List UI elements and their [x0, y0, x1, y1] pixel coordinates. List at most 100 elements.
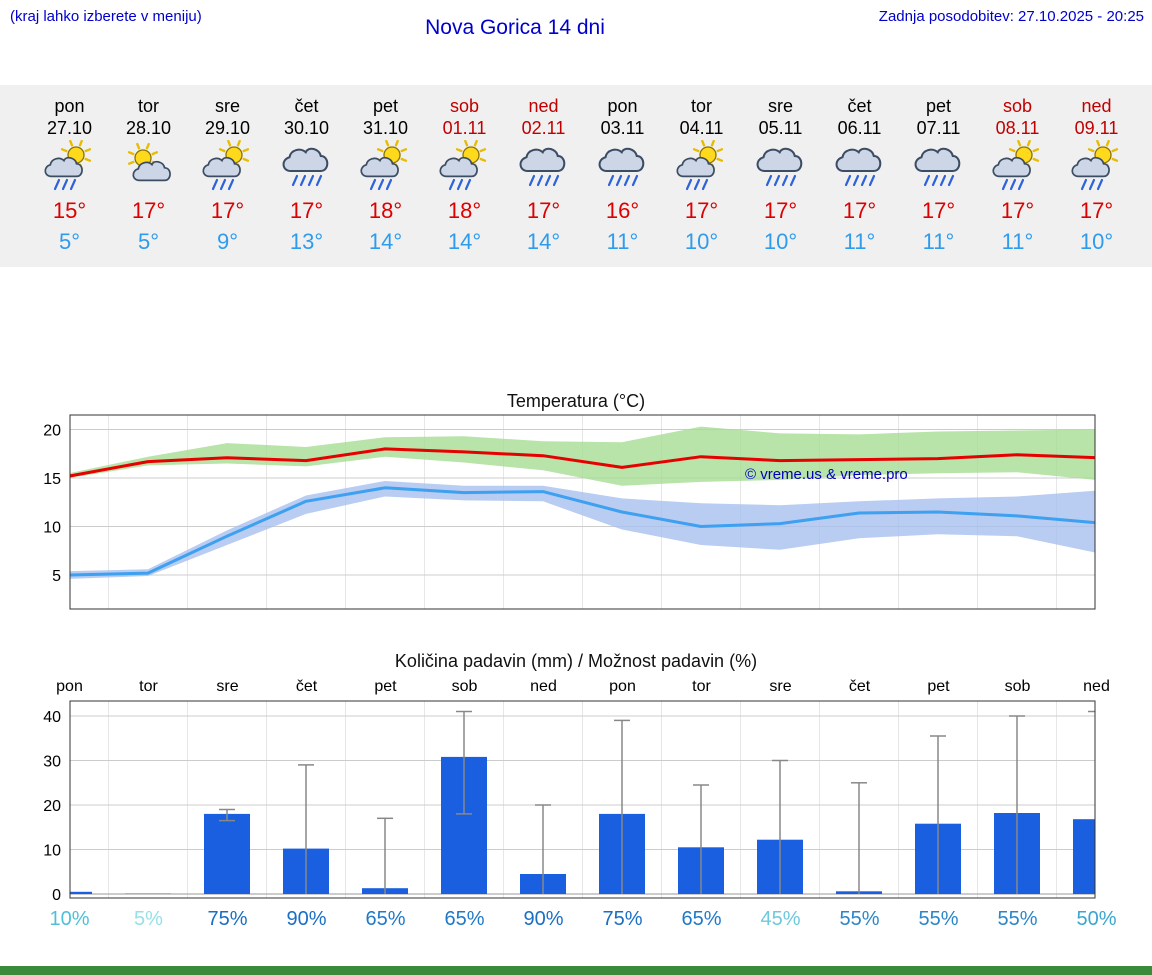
cloud-rain-icon [267, 139, 346, 195]
cloud-rain-icon [741, 139, 820, 195]
sun-cloud-rain-icon [346, 139, 425, 195]
forecast-day-column: pet 07.11 17° 11° [899, 95, 978, 255]
forecast-day-column: sre 29.10 17° 9° [188, 95, 267, 255]
temp-max: 17° [763, 198, 798, 223]
precip-probability: 50% [1076, 908, 1117, 930]
precipitation-day-labels: pon tor sre čet pet sob ned pon tor sre čet pet sob n… [30, 677, 1136, 697]
sun-cloud-rain-icon [425, 139, 504, 195]
svg-text:5: 5 [52, 568, 61, 585]
precip-probability: 55% [997, 908, 1038, 930]
precip-day-label: pon [56, 678, 83, 695]
precip-day-label: čet [848, 678, 871, 695]
footer-bar [0, 966, 1152, 975]
temp-max: 17° [131, 198, 166, 223]
day-date: 06.11 [837, 118, 882, 138]
day-date: 02.11 [521, 118, 566, 138]
day-date: 07.11 [916, 118, 961, 138]
temp-max: 17° [289, 198, 324, 223]
precip-probability: 55% [918, 908, 959, 930]
precipitation-chart-title: Količina padavin (mm) / Možnost padavin … [394, 651, 758, 671]
svg-text:10: 10 [43, 843, 61, 860]
temp-min: 5° [137, 229, 160, 254]
day-date: 27.10 [46, 118, 93, 138]
forecast-day-column: tor 04.11 17° 10° [662, 95, 741, 255]
precip-day-label: tor [692, 678, 711, 695]
precip-day-label: pet [927, 678, 950, 695]
precip-day-label: pet [374, 678, 397, 695]
temp-max: 17° [526, 198, 561, 223]
forecast-day-column: sre 05.11 17° 10° [741, 95, 820, 255]
day-name: ned [528, 96, 559, 116]
forecast-day-column: pon 27.10 15° 5° [30, 95, 109, 255]
day-name: pet [372, 96, 399, 116]
temp-min: 14° [368, 229, 403, 254]
cloud-rain-icon [899, 139, 978, 195]
temp-max: 17° [684, 198, 719, 223]
day-date: 04.11 [679, 118, 724, 138]
top-bar: (kraj lahko izberete v meniju) Nova Gori… [0, 0, 1152, 50]
day-name: pon [607, 96, 638, 116]
forecast-day-column: pet 31.10 18° 14° [346, 95, 425, 255]
cloud-rain-icon [504, 139, 583, 195]
precip-probability: 65% [365, 908, 406, 930]
day-name: pet [925, 96, 952, 116]
temp-max: 18° [447, 198, 482, 223]
precip-probability: 65% [444, 908, 485, 930]
day-name: sre [767, 96, 793, 116]
temp-max: 18° [368, 198, 403, 223]
precip-day-label: sre [216, 678, 239, 695]
precip-probability: 10% [49, 908, 90, 930]
temp-min: 14° [526, 229, 561, 254]
svg-text:10: 10 [43, 520, 61, 537]
day-name: sob [449, 96, 480, 116]
day-name: čet [847, 96, 872, 116]
temp-min: 11° [922, 229, 955, 254]
precip-probability: 90% [523, 908, 564, 930]
temp-max: 17° [210, 198, 245, 223]
cloud-rain-icon [583, 139, 662, 195]
forecast-strip-grid: pon 27.10 15° 5° tor 28.10 17° 5° sre 29.10 17° 9° č… [30, 95, 1136, 255]
partly-icon [109, 139, 188, 195]
precipitation-probability-row: 10% 5% 75% 90% 65% 65% 90% 75% 65% 45% 55% 55% 55% 50… [30, 905, 1136, 933]
day-date: 03.11 [600, 118, 645, 138]
forecast-strip: pon 27.10 15° 5° tor 28.10 17° 5° sre 29.10 17° 9° č… [0, 85, 1152, 267]
day-name: tor [137, 96, 159, 116]
precip-probability: 90% [286, 908, 327, 930]
day-date: 28.10 [125, 118, 172, 138]
temp-max: 17° [1079, 198, 1114, 223]
temp-min: 10° [1079, 229, 1114, 254]
temp-min: 9° [216, 229, 239, 254]
day-date: 01.11 [442, 118, 487, 138]
day-date: 09.11 [1074, 118, 1119, 138]
temp-min: 11° [1001, 229, 1034, 254]
day-date: 08.11 [995, 118, 1040, 138]
watermark: © vreme.us & vreme.pro [745, 466, 908, 483]
precip-probability: 45% [760, 908, 801, 930]
day-date: 30.10 [283, 118, 330, 138]
day-name: sre [214, 96, 240, 116]
precip-day-label: ned [530, 678, 557, 695]
svg-text:15: 15 [43, 471, 61, 488]
temp-min: 5° [58, 229, 81, 254]
day-name: čet [294, 96, 319, 116]
sun-cloud-rain-icon [30, 139, 109, 195]
precip-probability: 75% [207, 908, 248, 930]
precip-day-label: sre [769, 678, 792, 695]
temperature-chart-title: Temperatura (°C) [506, 391, 646, 411]
page-title: Nova Gorica 14 dni [425, 16, 605, 39]
precip-day-label: tor [139, 678, 158, 695]
temperature-section: Temperatura (°C) 5 10 15 20 © vreme.us & vre… [0, 389, 1152, 613]
temp-min: 10° [684, 229, 719, 254]
precip-day-label: pon [609, 678, 636, 695]
precip-probability: 5% [134, 908, 163, 930]
temp-max: 17° [921, 198, 956, 223]
forecast-day-column: čet 30.10 17° 13° [267, 95, 346, 255]
sun-cloud-rain-icon [188, 139, 267, 195]
temp-min: 11° [606, 229, 639, 254]
precipitation-chart-svg: 0 10 20 30 40 [43, 700, 1096, 901]
sun-cloud-rain-icon [1057, 139, 1136, 195]
last-update: Zadnja posodobitev: 27.10.2025 - 20:25 [878, 8, 1144, 25]
temp-max: 17° [1000, 198, 1035, 223]
sun-cloud-rain-icon [662, 139, 741, 195]
temp-min: 11° [843, 229, 876, 254]
